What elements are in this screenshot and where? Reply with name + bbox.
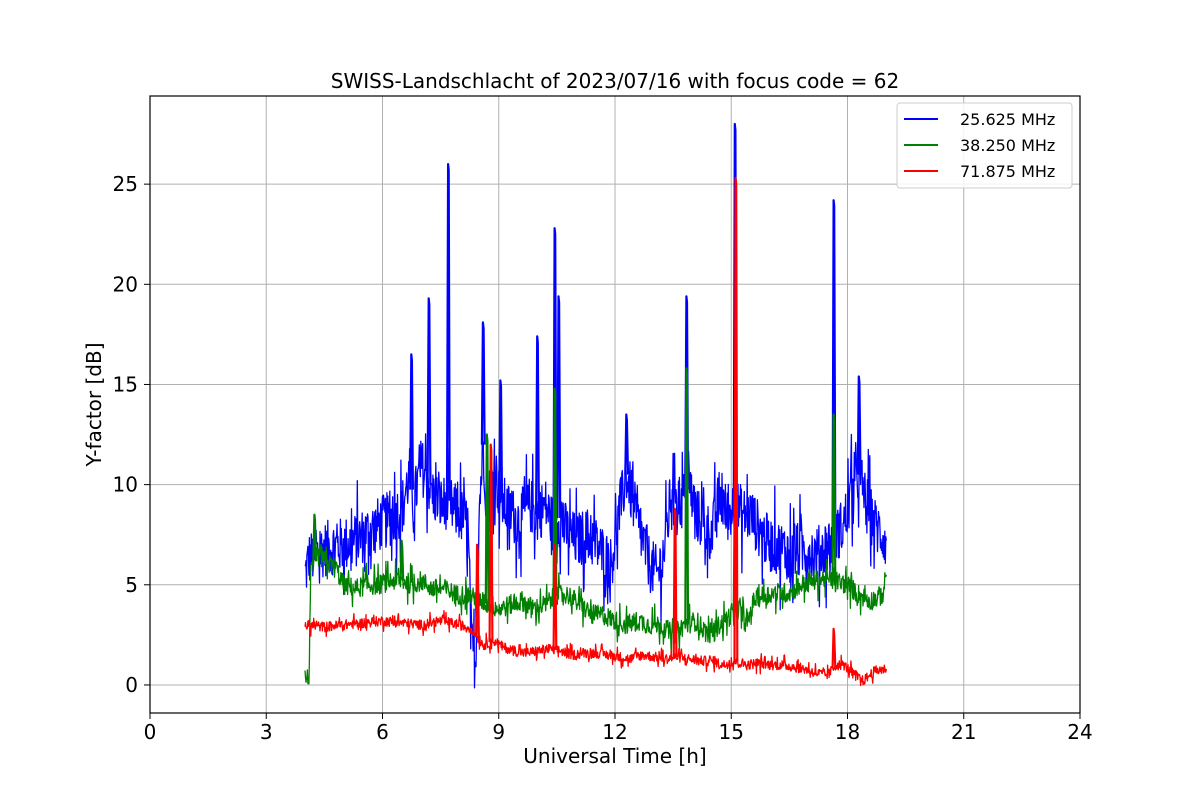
x-axis-label: Universal Time [h] <box>523 744 706 768</box>
x-tick-label: 9 <box>492 720 505 744</box>
x-tick-label: 15 <box>719 720 744 744</box>
series-spike-2 <box>312 513 318 562</box>
y-tick-label: 10 <box>113 473 138 497</box>
x-tick-label: 21 <box>951 720 976 744</box>
series-spike-1 <box>856 375 862 475</box>
x-tick-label: 6 <box>376 720 389 744</box>
legend-box <box>896 102 1073 189</box>
x-tick-label: 3 <box>260 720 273 744</box>
series-spike-1 <box>498 379 504 499</box>
series-spike-3 <box>488 443 494 643</box>
x-tick-label: 0 <box>144 720 157 744</box>
grid-lines <box>149 96 1081 713</box>
y-tick-label: 25 <box>113 172 138 196</box>
series-spike-1 <box>556 295 562 519</box>
series-line-2 <box>304 543 887 685</box>
legend-label-3: 71.875 MHz <box>960 162 1055 181</box>
series-spike-2 <box>399 539 405 581</box>
series-line-3 <box>304 609 887 687</box>
x-tick-label: 18 <box>835 720 860 744</box>
series-spike-1 <box>445 163 451 501</box>
y-tick-label: 15 <box>113 372 138 396</box>
series-spike-1 <box>426 297 432 485</box>
axis-ticks: 0 3 6 9 12 15 18 21 24 0 5 10 15 20 25 <box>113 172 1093 744</box>
series-spike-3 <box>552 543 558 650</box>
series-spike-3 <box>733 177 739 662</box>
series-spike-2 <box>484 433 490 604</box>
legend-label-1: 25.625 MHz <box>960 110 1055 129</box>
series-spike-2 <box>831 413 837 581</box>
plot-series <box>304 122 887 689</box>
series-spike-1 <box>535 335 540 515</box>
series-spike-1 <box>831 199 837 538</box>
series-spike-2 <box>552 387 558 597</box>
legend-label-2: 38.250 MHz <box>960 136 1055 155</box>
series-spike-1 <box>480 321 486 445</box>
y-tick-label: 0 <box>125 673 138 697</box>
x-tick-label: 24 <box>1067 720 1092 744</box>
series-spike-1 <box>552 227 558 520</box>
y-axis-label: Y-factor [dB] <box>82 342 106 467</box>
y-tick-label: 20 <box>113 272 138 296</box>
x-tick-label: 12 <box>602 720 627 744</box>
series-spike-3 <box>475 543 480 637</box>
series-line-1 <box>304 431 887 689</box>
series-spike-3 <box>831 627 837 668</box>
series-spike-1 <box>624 413 630 475</box>
series-spike-3 <box>672 507 678 658</box>
series-spike-1 <box>409 353 414 490</box>
chart-title: SWISS-Landschlacht of 2023/07/16 with fo… <box>331 69 899 93</box>
series-spike-2 <box>684 367 690 625</box>
legend: 25.625 MHz 38.250 MHz 71.875 MHz <box>896 102 1073 189</box>
y-tick-label: 5 <box>125 573 138 597</box>
